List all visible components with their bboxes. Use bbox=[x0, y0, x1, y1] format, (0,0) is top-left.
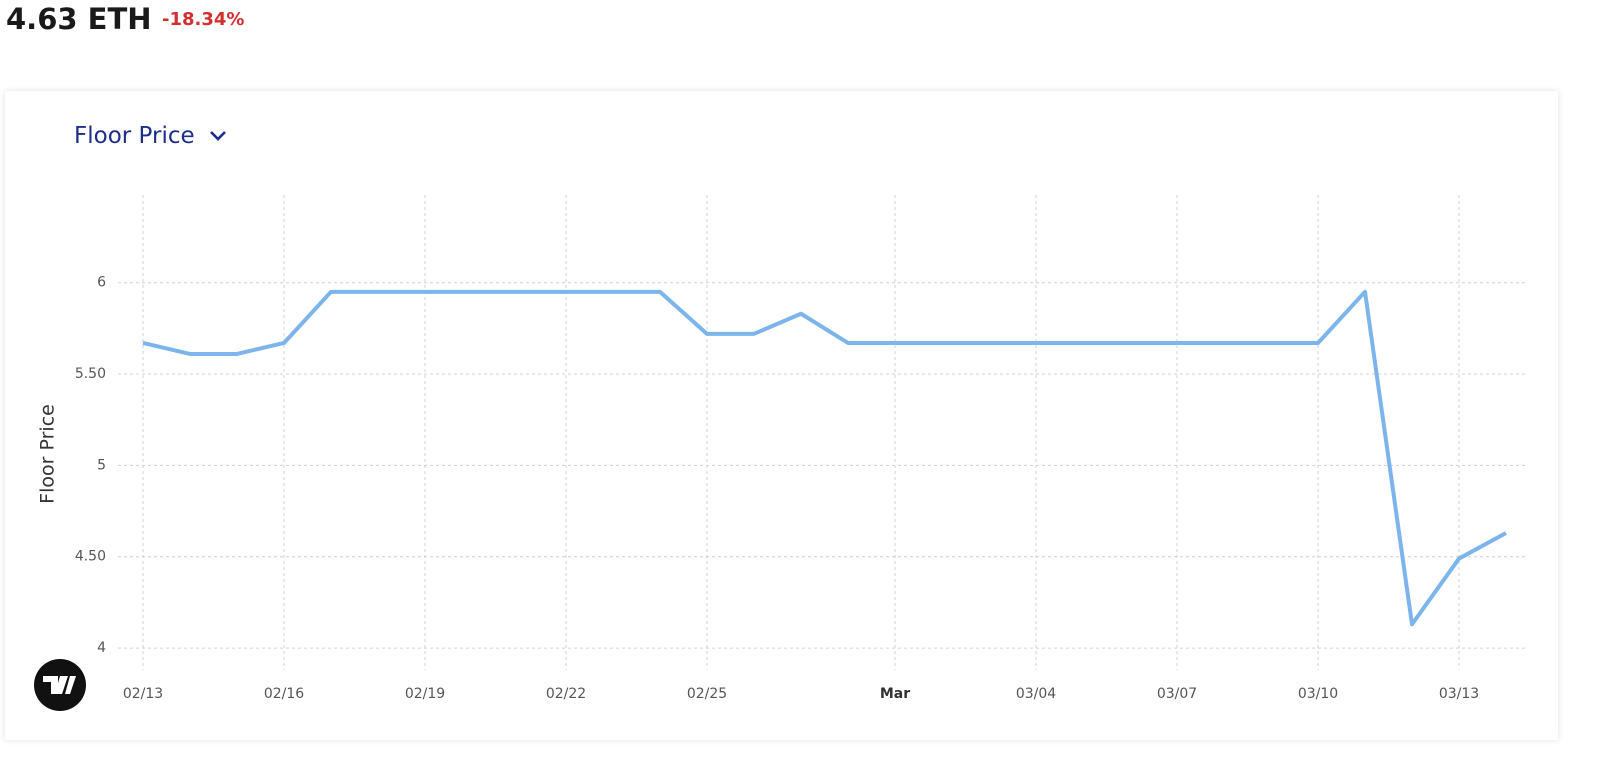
y-axis-label: Floor Price bbox=[37, 404, 59, 504]
metric-dropdown[interactable]: Floor Price bbox=[74, 123, 227, 149]
x-tick-label: 03/07 bbox=[1157, 686, 1197, 702]
x-tick-label: 03/10 bbox=[1298, 686, 1338, 702]
x-tick-label: 02/25 bbox=[687, 686, 727, 702]
tradingview-logo bbox=[34, 659, 86, 711]
x-tick-label: Mar bbox=[880, 686, 910, 702]
x-tick-label: 03/13 bbox=[1439, 686, 1479, 702]
y-tick-label: 5.50 bbox=[75, 366, 106, 382]
price-change: -18.34% bbox=[162, 9, 245, 30]
y-tick-label: 6 bbox=[97, 275, 106, 291]
price: 4.63 ETH bbox=[6, 2, 152, 36]
x-tick-label: 02/16 bbox=[264, 686, 304, 702]
x-tick-label: 02/13 bbox=[123, 686, 163, 702]
price-line bbox=[142, 289, 1507, 627]
y-tick-label: 5 bbox=[97, 457, 106, 473]
x-tick-label: 02/19 bbox=[405, 686, 445, 702]
chevron bbox=[209, 131, 226, 141]
metric-label: Floor Price bbox=[74, 123, 195, 149]
x-tick-label: 02/22 bbox=[546, 686, 586, 702]
chart-card bbox=[5, 91, 1558, 740]
y-tick-label: 4 bbox=[97, 640, 106, 656]
y-tick-label: 4.50 bbox=[75, 549, 106, 565]
x-tick-label: 03/04 bbox=[1016, 686, 1056, 702]
